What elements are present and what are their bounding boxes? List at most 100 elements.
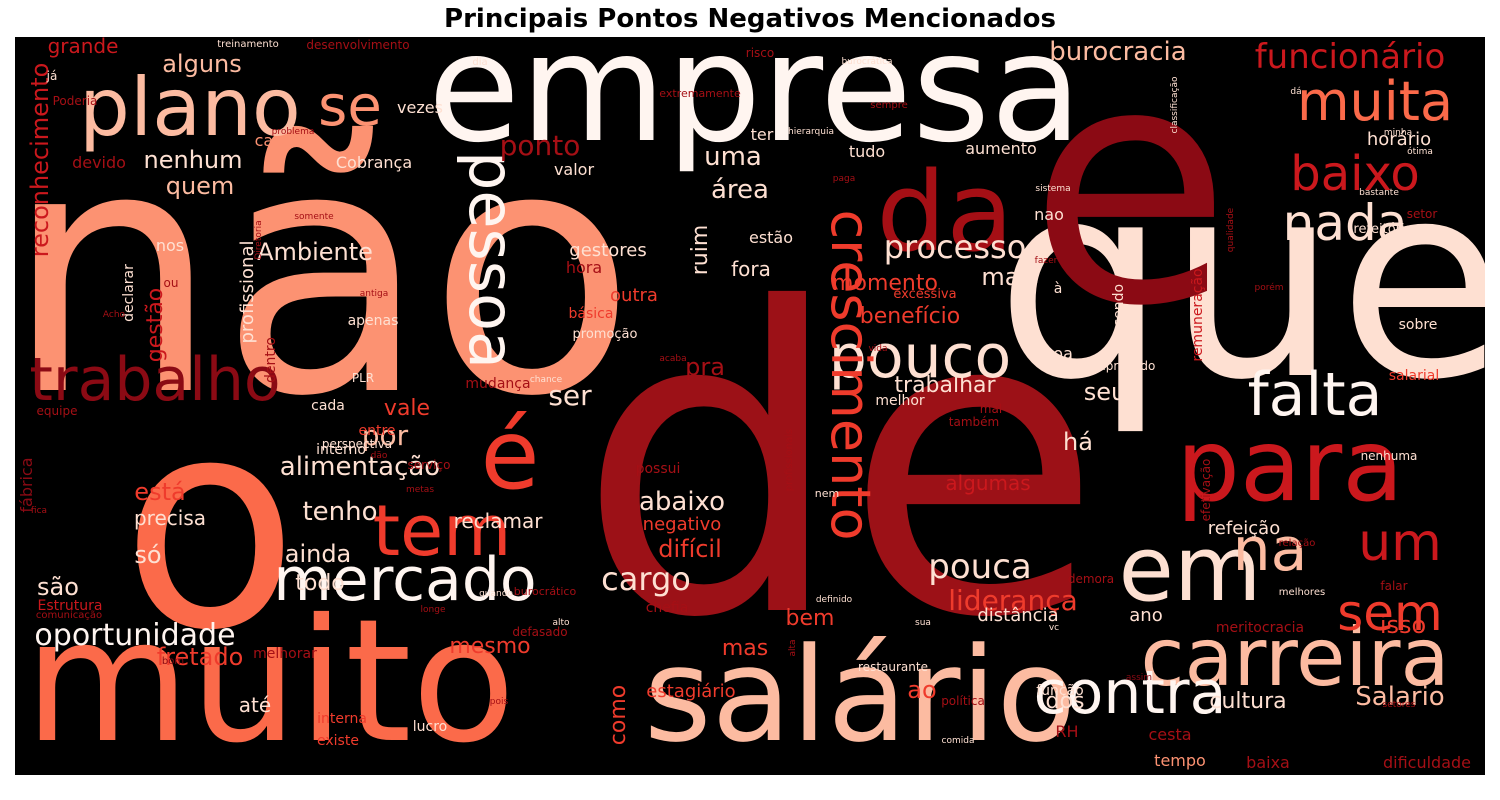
word-174: antiga bbox=[360, 289, 388, 299]
word-171: problema bbox=[272, 127, 315, 137]
word-134: fábrica bbox=[17, 457, 36, 512]
word-139: empregado bbox=[1087, 359, 1156, 373]
word-1: não bbox=[15, 75, 636, 471]
word-78: até bbox=[239, 693, 271, 717]
word-114: lucro bbox=[413, 719, 447, 735]
word-70: cultura bbox=[1209, 689, 1286, 714]
word-184: burocrático bbox=[514, 585, 577, 598]
word-160: sempre bbox=[870, 100, 908, 111]
word-148: PLR bbox=[352, 371, 374, 385]
word-175: Acho bbox=[103, 310, 126, 320]
word-73: vale bbox=[384, 396, 430, 421]
word-21: tem bbox=[373, 490, 512, 572]
word-76: fora bbox=[731, 257, 771, 281]
word-136: chefia bbox=[646, 600, 689, 616]
word-111: interno bbox=[316, 442, 366, 458]
word-93: estão bbox=[749, 228, 793, 247]
word-187: definido bbox=[816, 595, 853, 605]
word-108: melhor bbox=[875, 393, 925, 409]
word-97: valor bbox=[554, 160, 595, 179]
word-189: melhores bbox=[1279, 587, 1325, 598]
word-84: gestores bbox=[569, 240, 646, 261]
word-138: política bbox=[941, 694, 985, 708]
word-186: profissionais bbox=[784, 429, 795, 491]
word-31: cargo bbox=[601, 560, 691, 598]
word-159: hierarquia bbox=[788, 127, 834, 137]
word-42: ponto bbox=[500, 129, 581, 162]
word-72: gestão bbox=[143, 288, 168, 363]
word-123: à bbox=[1054, 281, 1063, 297]
word-14: pouco bbox=[829, 322, 1012, 392]
word-150: Poderia bbox=[53, 94, 98, 108]
word-28: se bbox=[318, 74, 382, 139]
word-45: área bbox=[711, 175, 769, 205]
word-131: meritocracia bbox=[1216, 620, 1304, 636]
word-119: básica bbox=[569, 306, 614, 322]
word-100: devido bbox=[72, 153, 126, 172]
word-89: ano bbox=[1129, 605, 1162, 626]
word-7: salário bbox=[644, 619, 1076, 771]
word-190: comunicação bbox=[36, 610, 102, 621]
word-41: alguns bbox=[162, 50, 242, 78]
word-86: horário bbox=[1367, 129, 1431, 150]
word-85: profissional bbox=[237, 241, 258, 344]
word-129: mudança bbox=[465, 376, 530, 392]
word-197: comida bbox=[942, 736, 975, 746]
word-147: serviço bbox=[408, 458, 451, 472]
word-145: também bbox=[949, 415, 999, 429]
word-188: relação bbox=[1279, 538, 1316, 549]
word-36: alimentação bbox=[280, 452, 440, 482]
word-33: processo bbox=[884, 228, 1027, 266]
word-22: na bbox=[1233, 515, 1308, 585]
word-23: muita bbox=[1297, 70, 1453, 133]
word-18: trabalho bbox=[29, 345, 280, 415]
word-96: ter bbox=[751, 125, 774, 144]
word-3: empresa bbox=[428, 37, 1082, 176]
word-142: falar bbox=[1380, 579, 1407, 593]
word-57: isso bbox=[1380, 611, 1426, 639]
word-4: e bbox=[1028, 37, 1231, 378]
word-6: o bbox=[121, 357, 298, 694]
word-69: dos bbox=[1046, 689, 1085, 714]
word-126: salarial bbox=[1389, 368, 1439, 384]
word-125: sobre bbox=[1399, 317, 1438, 333]
word-173: Diretoria bbox=[254, 220, 264, 259]
word-124: sendo bbox=[1111, 284, 1127, 326]
word-167: bastante bbox=[1359, 188, 1399, 198]
word-133: Estrutura bbox=[38, 598, 103, 614]
word-66: mesmo bbox=[449, 634, 530, 659]
word-154: treinamento bbox=[217, 39, 278, 50]
word-116: declarar bbox=[121, 264, 137, 322]
word-198: assim bbox=[1126, 673, 1152, 683]
word-44: uma bbox=[704, 142, 762, 172]
word-71: como bbox=[606, 685, 631, 745]
word-128: setor bbox=[1407, 207, 1438, 221]
word-91: tudo bbox=[849, 142, 885, 161]
word-180: metas bbox=[406, 485, 434, 495]
word-94: nao bbox=[1034, 205, 1064, 224]
word-113: existe bbox=[317, 733, 359, 749]
word-191: alto bbox=[552, 618, 570, 628]
word-53: trabalhar bbox=[894, 373, 996, 398]
word-40: Ambiente bbox=[257, 238, 373, 266]
word-65: grande bbox=[48, 37, 119, 58]
word-43: nenhum bbox=[144, 146, 243, 174]
word-38: tenho bbox=[302, 497, 377, 527]
word-120: remuneração bbox=[1190, 268, 1206, 361]
word-55: seu bbox=[1084, 378, 1126, 406]
word-135: defasado bbox=[512, 625, 567, 639]
word-37: Salario bbox=[1355, 682, 1444, 712]
word-62: só bbox=[134, 541, 161, 569]
word-24: baixo bbox=[1290, 146, 1420, 202]
word-51: reconhecimento bbox=[26, 63, 54, 257]
word-63: difícil bbox=[658, 535, 722, 563]
word-35: burocracia bbox=[1049, 37, 1186, 67]
word-79: algumas bbox=[945, 471, 1030, 495]
word-121: promoção bbox=[573, 327, 638, 342]
word-158: burocrática bbox=[841, 57, 892, 67]
word-8: para bbox=[1176, 407, 1403, 524]
word-104: baixa bbox=[1246, 753, 1290, 772]
word-143: nenhuma bbox=[1361, 449, 1418, 463]
word-2: que bbox=[996, 124, 1485, 439]
word-132: melhorar bbox=[253, 646, 317, 662]
